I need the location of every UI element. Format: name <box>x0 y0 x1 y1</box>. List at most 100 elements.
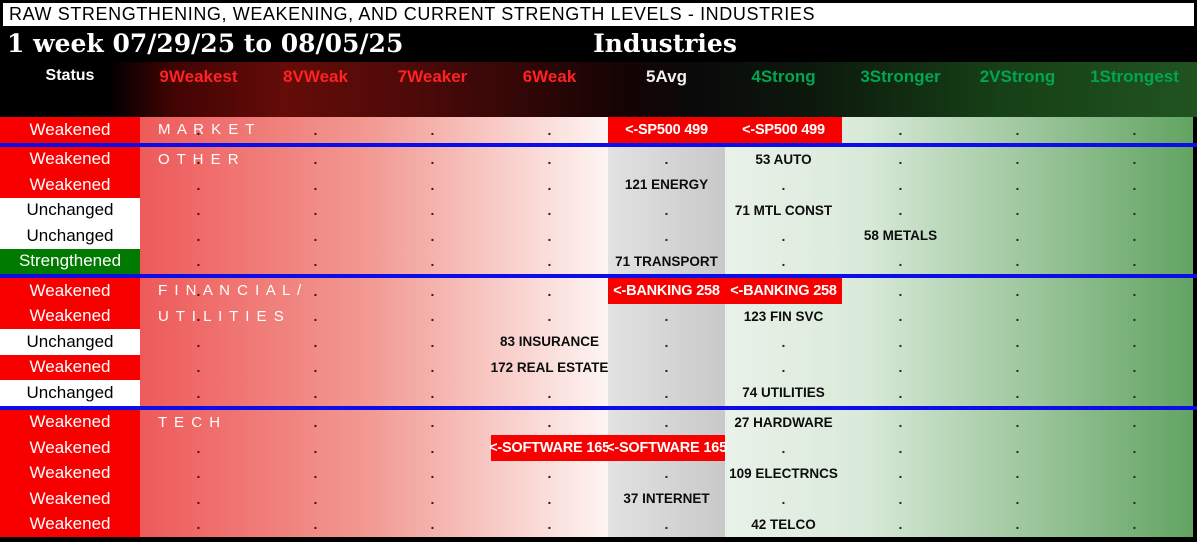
grid-cell: . <box>842 435 959 461</box>
placeholder-dot: . <box>547 516 552 533</box>
placeholder-dot: . <box>898 439 903 456</box>
placeholder-dot: . <box>1015 282 1020 299</box>
placeholder-dot: . <box>547 282 552 299</box>
placeholder-dot: . <box>898 253 903 270</box>
placeholder-dot: . <box>430 465 435 482</box>
table-row: Weakened... <-SOFTWARE 165 <-SOFTWARE 165.… <box>0 435 1197 461</box>
grid-cell: . <box>257 198 374 224</box>
grid-cell: . <box>842 329 959 355</box>
placeholder-dot: . <box>1132 414 1137 431</box>
highlight-label: <-BANKING 258 <box>613 282 720 299</box>
grid-cell: . <box>491 486 608 512</box>
placeholder-dot: . <box>313 490 318 507</box>
grid-cell: . <box>1076 223 1193 249</box>
placeholder-dot: . <box>1132 384 1137 401</box>
placeholder-dot: . <box>1132 151 1137 168</box>
grid-cell: . <box>1076 355 1193 381</box>
grid-cell: . <box>374 512 491 538</box>
grid-cell: 83 INSURANCE <box>491 329 608 355</box>
placeholder-dot: . <box>196 465 201 482</box>
industry-label: 121 ENERGY <box>624 177 709 193</box>
grid-cell: . <box>608 410 725 436</box>
grid-cell: . <box>257 486 374 512</box>
industry-label: 71 TRANSPORT <box>615 253 718 269</box>
placeholder-dot: . <box>898 176 903 193</box>
grid-cell: . <box>140 329 257 355</box>
grid-cell: . <box>842 172 959 198</box>
industry-label: 53 AUTO <box>755 151 812 167</box>
grid-cell: . <box>959 117 1076 143</box>
placeholder-dot: . <box>664 151 669 168</box>
placeholder-dot: . <box>664 227 669 244</box>
grid-cell: 172 REAL ESTATE <box>491 355 609 381</box>
grid-cell: . <box>725 486 842 512</box>
grid-cell: . <box>959 380 1076 406</box>
report-title-bar: RAW STRENGTHENING, WEAKENING, AND CURREN… <box>3 3 1194 26</box>
placeholder-dot: . <box>1132 253 1137 270</box>
grid-cell: . <box>608 198 725 224</box>
status-cell: Unchanged <box>0 380 140 406</box>
grid-cell: . <box>1076 249 1193 275</box>
strength-grid-row: ... 172 REAL ESTATE..... <box>140 354 1193 381</box>
table-row: Strengthened.... 71 TRANSPORT.... <box>0 248 1197 275</box>
grid-cell: . <box>959 223 1076 249</box>
placeholder-dot: . <box>313 202 318 219</box>
grid-cell: . <box>140 410 257 436</box>
grid-cell: <-SOFTWARE 165 <box>489 435 610 461</box>
highlight-label: <-SOFTWARE 165 <box>489 439 610 456</box>
grid-cell: . <box>491 512 608 538</box>
placeholder-dot: . <box>898 121 903 138</box>
placeholder-dot: . <box>898 202 903 219</box>
grid-cell: . <box>140 147 257 173</box>
grid-cell: . <box>1076 461 1193 487</box>
grid-cell: <-SP500 499 <box>608 117 725 143</box>
industry-label: 58 METALS <box>863 228 938 244</box>
placeholder-dot: . <box>313 308 318 325</box>
grid-cell: . <box>491 223 608 249</box>
placeholder-dot: . <box>898 465 903 482</box>
strength-grid-row: ... 83 INSURANCE..... <box>140 329 1193 355</box>
grid-cell: . <box>959 486 1076 512</box>
grid-cell: . <box>257 117 374 143</box>
placeholder-dot: . <box>547 121 552 138</box>
section-financial-utilities: Weakened.... <-BANKING 258 <-BANKING 258..… <box>0 278 1197 410</box>
grid-cell: 58 METALS <box>842 223 959 249</box>
placeholder-dot: . <box>1132 516 1137 533</box>
grid-cell: . <box>725 249 842 275</box>
strength-grid-row: ... <-SOFTWARE 165 <-SOFTWARE 165.... <box>140 435 1193 461</box>
placeholder-dot: . <box>898 333 903 350</box>
grid-cell: . <box>608 147 725 173</box>
grid-cell: . <box>842 147 959 173</box>
placeholder-dot: . <box>1132 202 1137 219</box>
status-cell: Weakened <box>0 354 140 380</box>
table-row: Unchanged..... 71 MTL CONST... <box>0 197 1197 224</box>
table-row: Weakened..... 53 AUTO... O T H E R <box>0 146 1197 173</box>
grid-cell: <-SP500 499 <box>725 117 842 143</box>
placeholder-dot: . <box>898 308 903 325</box>
placeholder-dot: . <box>781 359 786 376</box>
placeholder-dot: . <box>898 151 903 168</box>
grid-cell: . <box>608 512 725 538</box>
placeholder-dot: . <box>196 202 201 219</box>
placeholder-dot: . <box>430 333 435 350</box>
column-header-7weaker: 7Weaker <box>397 67 468 86</box>
table-row: Weakened.... 121 ENERGY.... <box>0 172 1197 198</box>
grid-cell: . <box>374 461 491 487</box>
placeholder-dot: . <box>430 282 435 299</box>
grid-cell: . <box>608 304 725 330</box>
column-header-5avg: 5Avg <box>646 67 687 86</box>
grid-cell: . <box>374 249 491 275</box>
placeholder-dot: . <box>547 253 552 270</box>
placeholder-dot: . <box>1132 359 1137 376</box>
grid-cell: . <box>140 278 257 304</box>
grid-cell: . <box>491 147 608 173</box>
placeholder-dot: . <box>313 151 318 168</box>
section-label: U T I L I T I E S <box>158 307 286 325</box>
section-label: O T H E R <box>158 150 241 168</box>
grid-cell: . <box>374 172 491 198</box>
grid-cell: <-SOFTWARE 165 <box>606 435 727 461</box>
grid-cell: . <box>257 355 374 381</box>
strength-grid-row: ..... 27 HARDWARE... T E C H <box>140 409 1193 436</box>
placeholder-dot: . <box>313 384 318 401</box>
